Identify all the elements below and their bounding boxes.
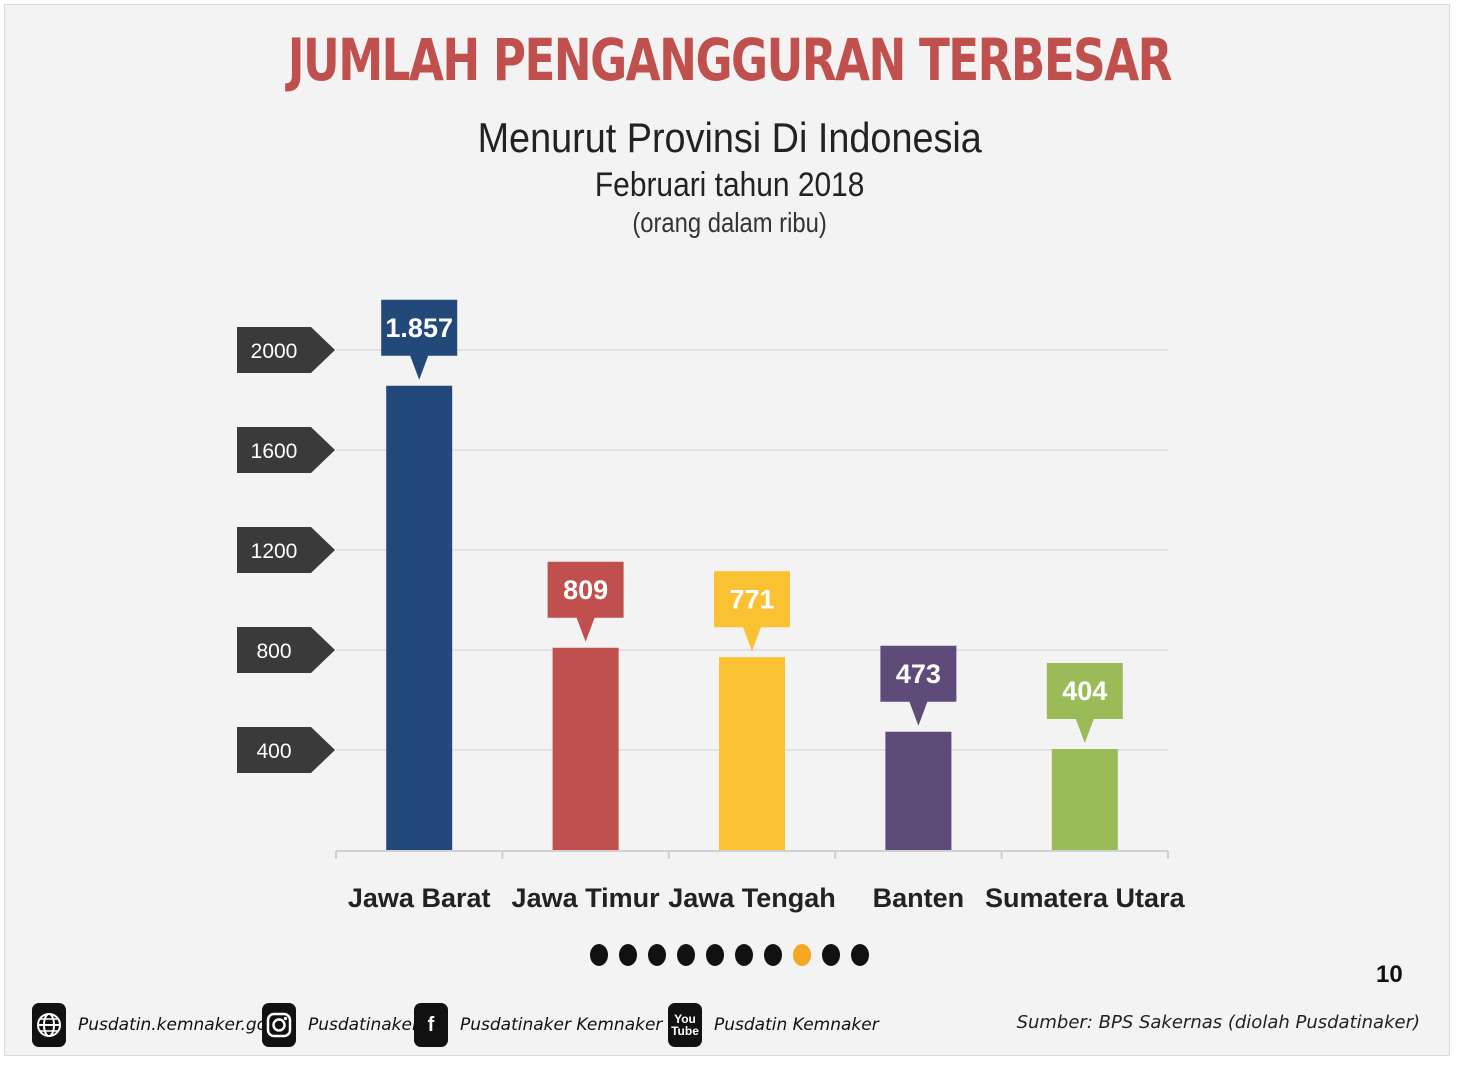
data-label-callout (547, 561, 624, 642)
slide-pager[interactable] (590, 944, 869, 966)
globe-icon (32, 1003, 66, 1047)
bar (1051, 749, 1118, 850)
data-label: 809 (563, 575, 608, 605)
chart-unit: (orang dalam ribu) (632, 207, 827, 238)
data-label: 1.857 (385, 313, 453, 343)
y-tick-box (237, 727, 335, 773)
footer-instagram-text: Pusdatinaker (308, 1015, 419, 1035)
category-label: Jawa Tengah (668, 883, 836, 913)
bar (552, 647, 619, 850)
footer-website[interactable]: Pusdatin.kemnaker.go.id (32, 1002, 288, 1048)
category-label: Sumatera Utara (985, 883, 1186, 913)
pager-dot[interactable] (590, 944, 608, 966)
chart-period: Februari tahun 2018 (594, 166, 865, 204)
y-tick-label: 400 (256, 740, 291, 763)
bar (719, 657, 785, 850)
pager-dot[interactable] (706, 944, 724, 966)
y-tick-box (237, 527, 335, 573)
footer-instagram[interactable]: Pusdatinaker (262, 1002, 419, 1048)
pager-dot[interactable] (619, 944, 637, 966)
data-label: 404 (1062, 676, 1107, 706)
pager-dot[interactable] (851, 944, 869, 966)
data-label: 771 (729, 584, 774, 614)
pager-dot[interactable] (648, 944, 666, 966)
chart-subtitle: Menurut Provinsi Di Indonesia (477, 114, 982, 161)
footer-facebook-text: Pusdatinaker Kemnaker RI (460, 1015, 685, 1035)
bar-chart: 400 800 1200 1600 2000 1.857 Jawa Barat 809 Jawa… (237, 299, 1186, 913)
instagram-icon (262, 1003, 296, 1047)
footer-youtube-text: Pusdatin Kemnaker (714, 1015, 879, 1035)
bar (386, 385, 453, 850)
page-number: 10 (1376, 961, 1403, 988)
bar (885, 731, 952, 850)
category-label: Jawa Timur (512, 883, 661, 913)
y-tick-label: 800 (256, 640, 291, 663)
pager-dot-active[interactable] (793, 944, 811, 966)
y-tick-label: 1600 (251, 440, 298, 463)
category-label: Jawa Barat (348, 883, 491, 913)
youtube-icon: You Tube (668, 1003, 702, 1047)
pager-dot[interactable] (822, 944, 840, 966)
data-label-callout (1046, 663, 1123, 743)
y-tick-box (237, 627, 335, 673)
data-label: 473 (896, 659, 941, 689)
source-note: Sumber: BPS Sakernas (diolah Pusdatinake… (1016, 1012, 1420, 1033)
y-tick-box (237, 327, 335, 373)
y-tick-label: 1200 (251, 540, 298, 563)
pager-dot[interactable] (677, 944, 695, 966)
pager-dot[interactable] (764, 944, 782, 966)
y-tick-box (237, 427, 335, 473)
footer-website-text: Pusdatin.kemnaker.go.id (78, 1015, 288, 1035)
footer: Pusdatin.kemnaker.go.id Pusdatinaker f P… (0, 1000, 1460, 1052)
pager-dot[interactable] (735, 944, 753, 966)
footer-youtube[interactable]: You Tube Pusdatin Kemnaker (668, 1002, 879, 1048)
chart-title: JUMLAH PENGANGGURAN TERBESAR (287, 26, 1173, 94)
data-label-callout (381, 299, 458, 380)
facebook-icon: f (414, 1003, 448, 1047)
category-label: Banten (873, 883, 965, 913)
data-label-callout (714, 571, 790, 652)
y-tick-label: 2000 (251, 340, 298, 363)
footer-facebook[interactable]: f Pusdatinaker Kemnaker RI (414, 1002, 685, 1048)
data-label-callout (880, 645, 957, 726)
